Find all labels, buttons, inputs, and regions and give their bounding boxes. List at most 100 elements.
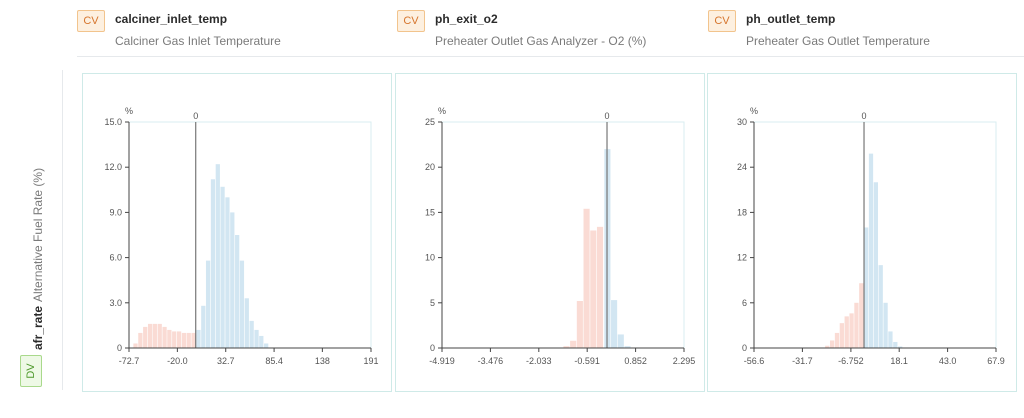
- cv-description: Calciner Gas Inlet Temperature: [115, 34, 281, 48]
- cv-description: Preheater Gas Outlet Temperature: [746, 34, 930, 48]
- dv-tag: DV: [20, 355, 42, 387]
- histogram-bar: [859, 283, 864, 348]
- histogram-bar: [138, 332, 143, 348]
- y-tick-label: 24: [737, 162, 747, 172]
- y-tick-label: 30: [737, 117, 747, 127]
- cv-description: Preheater Outlet Gas Analyzer - O2 (%): [435, 34, 647, 48]
- y-tick-label: 25: [425, 117, 435, 127]
- x-tick-label: -3.476: [478, 356, 504, 366]
- dv-label[interactable]: afr_rate Alternative Fuel Rate (%): [31, 168, 45, 350]
- histogram-panel-ph-exit-o2[interactable]: 0% 0 5 10 15 20 25 -4.919 -3.476 -2.033 -0.591 0.85…: [395, 73, 705, 392]
- histogram-bar: [172, 331, 177, 348]
- dv-sidebar: DV afr_rate Alternative Fuel Rate (%): [14, 70, 63, 390]
- histogram-bar: [162, 326, 167, 348]
- histogram-chart: 0% 0 3.0 6.0 9.0 12.0 15.0 -72.7 -20.0 32.7 85.4 13…: [104, 106, 378, 366]
- histogram-bar: [883, 302, 888, 348]
- histogram-bar: [230, 212, 235, 348]
- y-tick-label: 12: [737, 253, 747, 263]
- histogram-bar: [191, 332, 196, 348]
- histogram-panel-calciner-inlet-temp[interactable]: 0% 0 3.0 6.0 9.0 12.0 15.0 -72.7 -20.0 32.7 85.4 13…: [82, 73, 392, 392]
- x-tick-label: -0.591: [574, 356, 600, 366]
- histogram-bar: [839, 323, 844, 348]
- histogram-bar: [254, 329, 259, 348]
- zero-label: 0: [862, 111, 867, 121]
- histogram-bar: [888, 331, 893, 348]
- histogram-bar: [147, 323, 153, 348]
- x-tick-label: -20.0: [167, 356, 188, 366]
- histogram-bar: [201, 305, 206, 348]
- x-tick-label: -72.7: [119, 356, 140, 366]
- histogram-bar: [235, 235, 240, 348]
- x-tick-label: -4.919: [429, 356, 455, 366]
- x-tick-label: -31.7: [792, 356, 813, 366]
- cv-name: ph_outlet_temp: [746, 12, 836, 26]
- histogram-bar: [205, 260, 211, 348]
- histogram-bar: [849, 313, 854, 348]
- y-axis-label: %: [750, 106, 758, 116]
- histogram-bar: [157, 323, 162, 348]
- histogram-bar: [617, 334, 624, 348]
- cv-tag: CV: [708, 10, 736, 32]
- histogram-bar: [133, 343, 138, 348]
- histogram-bar: [868, 153, 874, 348]
- plot-frame: [441, 121, 685, 349]
- x-tick-label: -2.033: [526, 356, 552, 366]
- histogram-bar: [259, 335, 264, 348]
- x-tick-label: 67.9: [987, 356, 1005, 366]
- x-tick-label: 191: [363, 356, 378, 366]
- histogram-bar: [893, 341, 898, 348]
- histogram-bar: [878, 265, 883, 348]
- x-tick-label: -56.6: [744, 356, 765, 366]
- histogram-bar: [611, 300, 618, 348]
- histogram-bar: [176, 331, 182, 348]
- y-tick-label: 12.0: [104, 162, 122, 172]
- y-tick-label: 15: [425, 207, 435, 217]
- histogram-bar: [215, 164, 220, 348]
- histogram-bar: [244, 298, 249, 348]
- y-tick-label: 0: [117, 343, 122, 353]
- y-tick-label: 10: [425, 253, 435, 263]
- histogram-bar: [830, 340, 835, 348]
- x-tick-label: 85.4: [265, 356, 283, 366]
- histogram-bar: [834, 332, 840, 348]
- histogram-bar: [196, 329, 201, 348]
- cv-header-row: CV calciner_inlet_temp Calciner Gas Inle…: [77, 0, 1024, 57]
- histogram-bar: [167, 329, 172, 348]
- y-axis-label: %: [438, 106, 446, 116]
- y-tick-label: 0: [430, 343, 435, 353]
- histogram-bar: [225, 197, 230, 348]
- histogram-bar: [563, 346, 570, 348]
- x-tick-label: 18.1: [890, 356, 908, 366]
- y-tick-label: 20: [425, 162, 435, 172]
- zero-label: 0: [605, 111, 610, 121]
- y-tick-label: 3.0: [109, 298, 122, 308]
- y-tick-label: 9.0: [109, 207, 122, 217]
- histogram-bar: [570, 340, 577, 348]
- histogram-panel-ph-outlet-temp[interactable]: 0% 0 6 12 18 24 30 -56.6 -31.7 -6.752 18.1 43.0 67.9: [707, 73, 1017, 392]
- histogram-bar: [220, 186, 225, 348]
- y-tick-label: 5: [430, 298, 435, 308]
- cv-name: ph_exit_o2: [435, 12, 498, 26]
- histogram-bar: [186, 332, 191, 348]
- cv-tag: CV: [77, 10, 105, 32]
- histogram-bar: [624, 346, 631, 348]
- histogram-bar: [239, 260, 245, 348]
- histogram-bar: [873, 182, 878, 348]
- histogram-chart: 0% 0 5 10 15 20 25 -4.919 -3.476 -2.033 -0.591 0.85…: [425, 106, 696, 366]
- histogram-bar: [854, 302, 859, 348]
- histogram-bar: [596, 226, 604, 348]
- histogram-bar: [898, 346, 903, 348]
- y-tick-label: 6.0: [109, 253, 122, 263]
- histogram-bar: [210, 179, 216, 348]
- x-tick-label: -6.752: [838, 356, 864, 366]
- histogram-bar: [143, 326, 148, 348]
- x-tick-label: 2.295: [673, 356, 696, 366]
- cv-name: calciner_inlet_temp: [115, 12, 228, 26]
- x-tick-label: 32.7: [217, 356, 235, 366]
- histogram-bar: [844, 316, 849, 348]
- histogram-bar: [152, 323, 157, 348]
- y-axis-label: %: [125, 106, 133, 116]
- histogram-bar: [583, 208, 590, 348]
- dv-description: Alternative Fuel Rate (%): [31, 167, 45, 302]
- plot-frame: [128, 121, 372, 349]
